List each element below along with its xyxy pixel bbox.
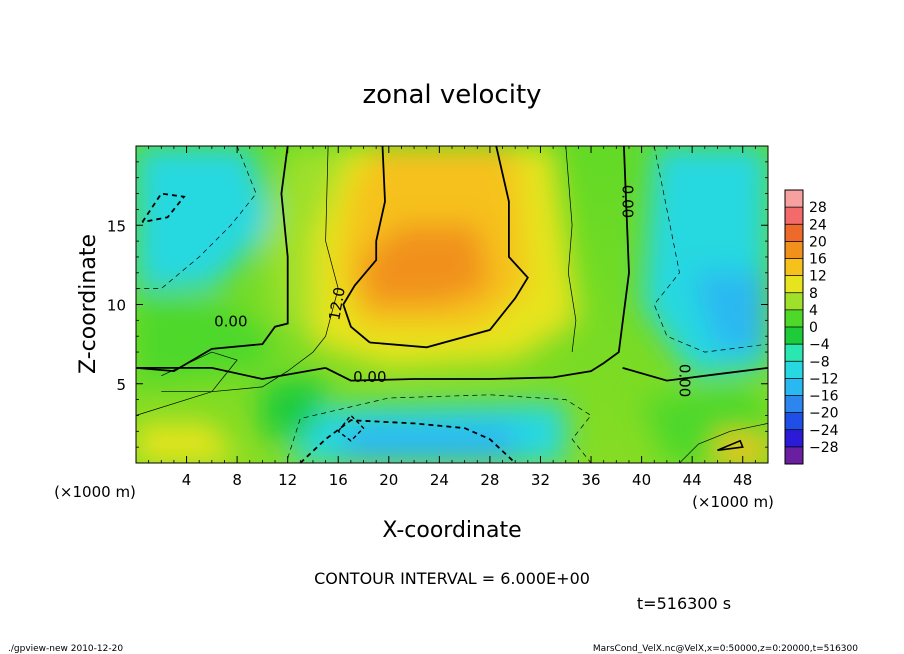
contour-label: 0.00: [676, 364, 694, 397]
colorbar-swatch: [785, 207, 803, 225]
x-tick-label: 24: [430, 471, 449, 489]
colorbar-swatch: [785, 446, 803, 465]
color-region: [262, 375, 326, 440]
contour-lines: [136, 146, 768, 463]
x-unit-label: (×1000 m): [692, 493, 774, 511]
contour-line: [136, 146, 257, 289]
contour-label: 0.00: [353, 368, 386, 386]
x-tick-label: 16: [329, 471, 348, 489]
contour-line: [653, 146, 768, 353]
colorbar-swatch: [785, 429, 803, 448]
contour-label: 0.00: [214, 313, 247, 331]
colorbar-swatch: [785, 412, 803, 431]
y-tick-label: 5: [116, 376, 126, 394]
contour-line: [141, 192, 186, 223]
y-unit-label: (×1000 m): [54, 483, 136, 501]
x-tick-label: 12: [278, 471, 297, 489]
colorbar-label: −24: [809, 423, 839, 439]
x-tick-label: 40: [632, 471, 651, 489]
contour-interval-text: CONTOUR INTERVAL = 6.000E+00: [314, 569, 590, 588]
colorbar-swatch: [785, 309, 803, 328]
color-region: [136, 161, 200, 242]
x-tick-label: 28: [480, 471, 499, 489]
footer-right: MarsCond_VelX.nc@VelX,x=0:50000,z=0:2000…: [593, 644, 858, 654]
colorbar-label: −16: [809, 389, 839, 405]
colorbar-label: 28: [809, 200, 827, 216]
contour-line: [369, 146, 529, 349]
colorbar-label: 12: [809, 269, 827, 285]
colorbar-swatch: [785, 344, 803, 362]
colorbar-label: 0: [809, 320, 818, 336]
contour-line: [622, 367, 768, 382]
contour-line: [565, 146, 577, 353]
y-tick-label: 15: [107, 217, 126, 235]
contour-labels: 0.00 12.0 0.00 0.00 0.00: [214, 185, 693, 398]
colorbar-swatch: [785, 275, 803, 294]
colorbar-label: 24: [809, 217, 827, 233]
colorbar-swatch: [785, 361, 803, 379]
contour-line: [136, 146, 339, 416]
colorbar-swatch: [785, 258, 803, 277]
color-region: [136, 423, 238, 463]
contour-line: [717, 439, 744, 452]
x-tick-label: 8: [232, 471, 242, 489]
contour-line: [136, 367, 326, 380]
color-region: [692, 272, 768, 353]
y-tick-label: 10: [107, 297, 126, 315]
contour-line: [287, 394, 592, 463]
chart-title: zonal velocity: [362, 80, 541, 110]
contour-label: 12.0: [325, 286, 349, 322]
contour-line: [337, 414, 365, 442]
color-field: [136, 146, 768, 463]
colorbar-label: −20: [809, 406, 839, 422]
x-tick-label: 48: [733, 471, 752, 489]
colorbar-label: 8: [809, 286, 818, 302]
colorbar-label: 20: [809, 234, 827, 250]
colorbar-swatch: [785, 292, 803, 311]
x-tick-label: 32: [531, 471, 550, 489]
x-tick-label: 36: [581, 471, 600, 489]
colorbar-label: 4: [809, 303, 818, 319]
contour-line: [325, 146, 630, 382]
time-label: t=516300 s: [637, 594, 731, 613]
colorbar-swatch: [785, 190, 803, 208]
colorbar-swatch: [785, 395, 803, 414]
y-axis-label: Z-coordinate: [76, 234, 101, 374]
contour-line: [161, 351, 238, 393]
color-region: [338, 423, 516, 463]
contour-label: 0.00: [619, 185, 637, 218]
colorbar-label: −28: [809, 440, 839, 456]
colorbar-swatch: [785, 327, 803, 345]
colorbar-label: 16: [809, 252, 827, 268]
color-region: [363, 225, 490, 305]
colorbar-label: −8: [809, 354, 830, 370]
contour-line: [342, 146, 386, 344]
colorbar-label: −12: [809, 371, 839, 387]
x-tick-label: 4: [182, 471, 192, 489]
contour-line: [679, 423, 768, 463]
x-tick-label: 44: [683, 471, 702, 489]
color-region: [136, 288, 275, 384]
footer-left: ./gpview-new 2010-12-20: [8, 644, 123, 654]
contour-line: [299, 419, 516, 463]
colorbar-swatch: [785, 224, 803, 242]
colorbar-swatch: [785, 241, 803, 259]
x-tick-label: 20: [379, 471, 398, 489]
colorbar-swatch: [785, 378, 803, 396]
x-axis-label: X-coordinate: [382, 518, 521, 543]
colorbar-label: −4: [809, 337, 830, 353]
